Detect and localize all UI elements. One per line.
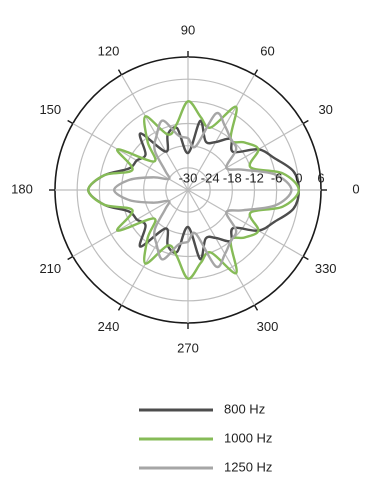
angular-tick-mark-300 (253, 304, 259, 311)
radial-tick-label: -18 (223, 170, 242, 185)
radial-tick-label: -30 (179, 170, 198, 185)
legend-label-800-hz: 800 Hz (224, 401, 265, 416)
legend-label-1250-hz: 1250 Hz (224, 459, 272, 474)
angular-tick-label-180: 180 (11, 181, 33, 196)
radial-tick-label: 0 (295, 170, 302, 185)
angular-tick-mark-30 (302, 119, 309, 125)
grid-spoke-30 (187, 122, 304, 191)
series-lines (87, 100, 301, 280)
angular-tick-label-270: 270 (177, 340, 199, 355)
radial-tick-label: 6 (317, 170, 324, 185)
grid-spoke-120 (120, 74, 189, 191)
radial-tick-labels: -30 -24 -18 -12 -6 0 6 (179, 170, 325, 185)
legend-label-1000-hz: 1000 Hz (224, 430, 272, 445)
angular-tick-label-0: 0 (352, 181, 359, 196)
grid-spoke-240 (120, 189, 189, 306)
radial-tick-label: -12 (245, 170, 264, 185)
angular-tick-label-330: 330 (315, 261, 337, 276)
grid-spoke-330 (187, 189, 304, 258)
radial-tick-label: -24 (201, 170, 220, 185)
grid-spoke-60 (187, 74, 256, 191)
angular-tick-mark-210 (67, 255, 74, 261)
legend: 800 Hz 1000 Hz 1250 Hz (139, 401, 272, 474)
angular-tick-label-90: 90 (181, 22, 195, 37)
angular-tick-label-60: 60 (260, 44, 274, 59)
angular-tick-label-30: 30 (318, 102, 332, 117)
angular-tick-mark-120 (117, 69, 123, 76)
angular-tick-mark-330 (302, 255, 309, 261)
angular-tick-label-210: 210 (39, 261, 61, 276)
radial-tick-label: -6 (271, 170, 283, 185)
series-line-1000-hz (87, 100, 301, 280)
grid-spoke-300 (187, 189, 256, 306)
angular-tick-label-300: 300 (257, 319, 279, 334)
angular-tick-label-240: 240 (98, 319, 120, 334)
angular-tick-label-120: 120 (98, 44, 120, 59)
angular-tick-mark-60 (253, 69, 259, 76)
series-line-1250-hz (112, 111, 293, 269)
angular-tick-mark-240 (117, 304, 123, 311)
angular-tick-label-150: 150 (39, 102, 61, 117)
angular-tick-mark-150 (67, 119, 74, 125)
polar-grid (49, 51, 327, 329)
